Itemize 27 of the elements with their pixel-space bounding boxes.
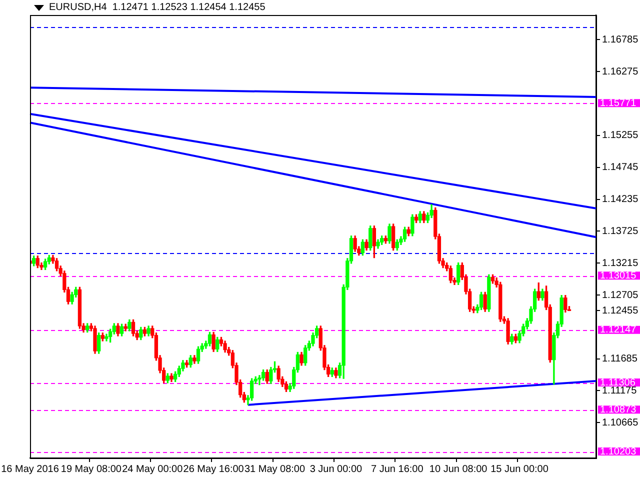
x-tick-label: 26 May 16:00 [183, 464, 244, 475]
x-tick-label: 16 May 2016 [1, 464, 60, 475]
x-tick-label: 19 May 08:00 [60, 464, 122, 475]
x-tick-label: 10 Jun 08:00 [429, 464, 488, 475]
y-tick-label: 1.12705 [602, 290, 639, 301]
y-tick-label: 1.14235 [602, 194, 639, 206]
x-tick-label: 3 Jun 00:00 [310, 464, 363, 475]
x-tick-label: 24 May 00:00 [122, 464, 184, 475]
y-tick-label: 1.11685 [602, 354, 638, 365]
x-tick-label: 7 Jun 16:00 [371, 464, 424, 475]
y-tick-label: 1.12455 [602, 305, 639, 316]
y-tick-label: 1.10665 [602, 417, 639, 428]
y-tick-label: 1.13215 [602, 258, 639, 269]
chart-title: EURUSD,H4 1.12471 1.12523 1.12454 1.12455 [49, 2, 266, 13]
ref-line-label: 1.15771 [600, 98, 637, 109]
ref-line-label: 1.13015 [600, 270, 637, 282]
y-tick-label: 1.16785 [602, 34, 639, 46]
ref-line-label: 1.12147 [600, 324, 637, 336]
ref-line-label: 1.10873 [600, 404, 637, 416]
y-tick-label: 1.13725 [602, 226, 639, 237]
x-tick-label: 15 Jun 00:00 [490, 464, 549, 475]
y-tick-label: 1.11175 [602, 385, 638, 396]
y-tick-label: 1.16275 [602, 66, 639, 78]
y-tick-label: 1.15255 [602, 130, 639, 142]
x-tick-label: 31 May 08:00 [244, 464, 306, 475]
ref-line-label: 1.10203 [600, 446, 637, 458]
y-tick-label: 1.14745 [602, 162, 639, 174]
